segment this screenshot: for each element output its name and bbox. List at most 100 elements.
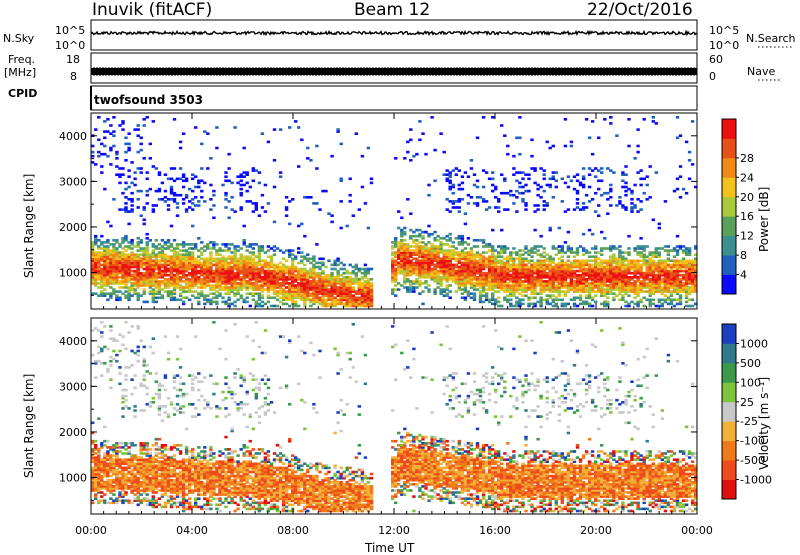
power-cell <box>488 178 491 181</box>
power-cell <box>227 286 230 289</box>
power-cell <box>633 247 636 250</box>
power-cell <box>543 247 546 250</box>
power-cell <box>649 278 652 281</box>
power-cell <box>509 274 512 277</box>
power-cell <box>606 260 609 263</box>
power-cell <box>630 260 633 263</box>
power-cell <box>170 198 173 201</box>
power-cell <box>485 258 488 261</box>
power-cell <box>330 155 333 158</box>
power-cell <box>146 202 149 205</box>
power-cell <box>212 301 215 304</box>
power-cell <box>530 303 533 306</box>
power-cell <box>352 266 355 269</box>
power-cell <box>121 120 124 123</box>
power-cell <box>224 180 227 183</box>
power-cell <box>482 186 485 189</box>
power-cell <box>170 290 173 293</box>
power-cell <box>315 280 318 283</box>
power-cell <box>218 258 221 261</box>
power-cell <box>252 180 255 183</box>
power-cell <box>191 178 194 181</box>
power-cell <box>652 116 655 119</box>
power-cell <box>609 122 612 125</box>
power-cell <box>273 297 276 300</box>
power-cell <box>255 255 258 258</box>
power-cell <box>555 284 558 287</box>
power-cell <box>264 303 267 306</box>
power-cell <box>109 225 112 228</box>
power-cell <box>188 243 191 246</box>
power-cell <box>149 239 152 242</box>
power-cell <box>539 196 542 199</box>
power-cell <box>443 151 446 154</box>
power-cell <box>158 280 161 283</box>
power-cell <box>255 243 258 246</box>
power-cell <box>194 258 197 261</box>
power-cell <box>688 247 691 250</box>
power-cell <box>603 266 606 269</box>
power-cell <box>321 276 324 279</box>
power-cell <box>179 253 182 256</box>
power-cell <box>573 188 576 191</box>
power-cell <box>106 239 109 242</box>
power-cell <box>421 231 424 234</box>
power-cell <box>115 247 118 250</box>
power-cell <box>618 249 621 252</box>
power-cell <box>252 210 255 213</box>
power-cell <box>176 202 179 205</box>
power-cell <box>597 214 600 217</box>
power-cell <box>412 249 415 252</box>
power-cell <box>294 301 297 304</box>
power-cell <box>636 284 639 287</box>
power-cell <box>100 171 103 174</box>
power-cell <box>491 303 494 306</box>
power-cell <box>133 128 136 131</box>
power-cell <box>576 247 579 250</box>
power-cell <box>609 188 612 191</box>
power-cell <box>552 171 555 174</box>
power-cell <box>397 227 400 230</box>
power-cell <box>443 173 446 176</box>
power-cell <box>97 286 100 289</box>
power-cell <box>449 245 452 248</box>
power-cell <box>336 264 339 267</box>
power-cell <box>494 249 497 252</box>
power-cell <box>415 243 418 246</box>
power-cell <box>188 188 191 191</box>
power-cell <box>164 196 167 199</box>
power-cell <box>476 251 479 254</box>
power-cell <box>173 198 176 201</box>
power-cell <box>246 255 249 258</box>
power-cell <box>688 260 691 263</box>
power-cell <box>197 200 200 203</box>
power-cell <box>246 200 249 203</box>
power-cell <box>515 180 518 183</box>
power-cell <box>91 292 94 295</box>
power-cell <box>352 214 355 217</box>
power-cell <box>512 167 515 170</box>
power-cell <box>527 297 530 300</box>
power-cell <box>100 241 103 244</box>
power-cell <box>515 210 518 213</box>
power-cell <box>585 278 588 281</box>
power-cell <box>473 253 476 256</box>
power-cell <box>579 260 582 263</box>
power-cell <box>224 171 227 174</box>
power-cell <box>661 299 664 302</box>
power-ytick-label: 3000 <box>59 175 87 188</box>
power-cell <box>621 294 624 297</box>
power-cell <box>312 255 315 258</box>
power-cell <box>273 221 276 224</box>
power-cell <box>137 241 140 244</box>
power-cell <box>591 120 594 123</box>
power-cell <box>155 301 158 304</box>
power-cell <box>121 237 124 240</box>
power-cell <box>206 294 209 297</box>
power-cell <box>676 116 679 119</box>
power-cell <box>233 210 236 213</box>
power-cell <box>394 251 397 254</box>
power-cell <box>452 184 455 187</box>
power-cell <box>161 280 164 283</box>
power-cell <box>497 260 500 263</box>
